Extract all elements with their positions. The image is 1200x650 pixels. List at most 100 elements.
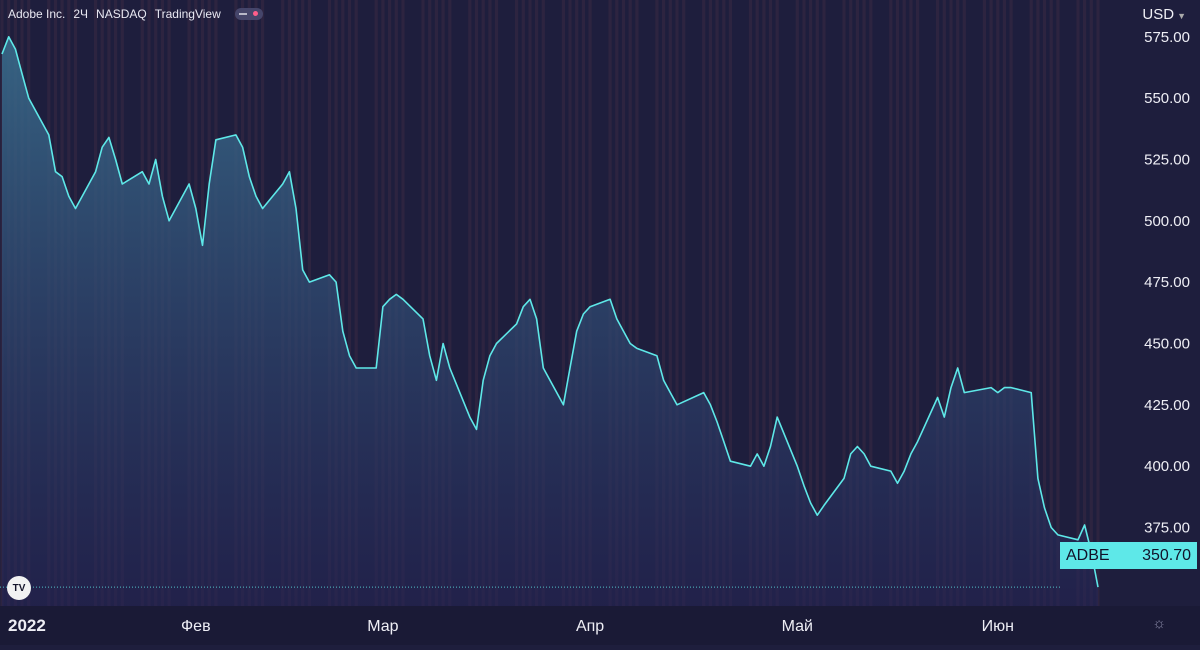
session-stripe bbox=[768, 0, 773, 606]
x-tick-label: Апр bbox=[576, 618, 604, 635]
y-tick-label: 450.00 bbox=[1144, 336, 1190, 353]
x-tick-label: Фев bbox=[181, 618, 211, 635]
y-tick-label: 400.00 bbox=[1144, 458, 1190, 475]
price-tag-value: 350.70 bbox=[1142, 546, 1191, 564]
session-stripe bbox=[722, 0, 726, 606]
session-stripe bbox=[949, 0, 953, 606]
session-stripe bbox=[822, 0, 826, 606]
session-stripe bbox=[575, 0, 579, 606]
session-stripe bbox=[775, 0, 779, 606]
session-stripe bbox=[682, 0, 686, 606]
session-stripe bbox=[936, 0, 940, 606]
x-tick-label: Мар bbox=[367, 618, 398, 635]
session-stripe bbox=[842, 0, 846, 606]
currency-selector[interactable]: USD ▼ bbox=[1142, 6, 1186, 23]
visibility-toggle-icon[interactable] bbox=[234, 8, 263, 20]
currency-label: USD bbox=[1142, 6, 1175, 23]
source-label: TradingView bbox=[154, 7, 221, 21]
x-tick-label: Май bbox=[782, 618, 813, 635]
session-stripe bbox=[1096, 0, 1100, 606]
session-stripe bbox=[341, 0, 345, 606]
y-tick-label: 475.00 bbox=[1144, 274, 1190, 291]
session-stripe bbox=[434, 0, 438, 606]
session-stripe bbox=[1036, 0, 1040, 606]
session-stripe bbox=[1029, 0, 1033, 606]
session-stripe bbox=[635, 0, 639, 606]
session-stripe bbox=[996, 0, 1000, 606]
session-stripe bbox=[468, 0, 472, 606]
price-area bbox=[2, 36, 1098, 607]
last-price-tag: ADBE 350.70 bbox=[1060, 542, 1197, 569]
session-stripe bbox=[889, 0, 893, 606]
session-stripe bbox=[956, 0, 960, 606]
session-stripe bbox=[909, 0, 913, 606]
session-stripe bbox=[1042, 0, 1047, 606]
session-stripe bbox=[1083, 0, 1087, 606]
price-tag-ticker: ADBE bbox=[1066, 546, 1110, 564]
chevron-down-icon: ▼ bbox=[1177, 11, 1186, 21]
gear-icon[interactable]: ☼ bbox=[1152, 615, 1166, 632]
session-stripe bbox=[628, 0, 632, 606]
session-stripe bbox=[494, 0, 499, 606]
session-stripe bbox=[869, 0, 873, 606]
session-stripe bbox=[535, 0, 539, 606]
session-stripe bbox=[441, 0, 445, 606]
session-stripe bbox=[862, 0, 866, 606]
symbol-name[interactable]: Adobe Inc. bbox=[8, 7, 66, 21]
session-stripe bbox=[588, 0, 592, 606]
session-stripe bbox=[621, 0, 626, 606]
session-stripe bbox=[849, 0, 853, 606]
session-stripe bbox=[708, 0, 712, 606]
session-stripe bbox=[795, 0, 799, 606]
session-stripe bbox=[962, 0, 966, 606]
y-tick-label: 425.00 bbox=[1144, 397, 1190, 414]
chart-header: Adobe Inc. 2Ч NASDAQ TradingView bbox=[8, 6, 263, 22]
session-stripe bbox=[354, 0, 358, 606]
session-stripe bbox=[728, 0, 732, 606]
exchange-label: NASDAQ bbox=[96, 7, 147, 21]
session-stripe bbox=[568, 0, 572, 606]
session-stripe bbox=[448, 0, 452, 606]
price-line bbox=[1, 36, 1099, 588]
y-tick-label: 550.00 bbox=[1144, 90, 1190, 107]
session-stripe bbox=[1076, 0, 1080, 606]
session-stripe bbox=[1049, 0, 1053, 606]
session-stripe bbox=[809, 0, 813, 606]
session-stripe bbox=[1056, 0, 1060, 606]
session-stripe bbox=[615, 0, 619, 606]
session-stripe bbox=[916, 0, 920, 606]
session-stripe bbox=[748, 0, 753, 606]
session-stripe bbox=[347, 0, 352, 606]
session-stripe bbox=[662, 0, 666, 606]
session-stripe bbox=[428, 0, 432, 606]
session-stripe bbox=[895, 0, 900, 606]
session-stripe bbox=[521, 0, 525, 606]
y-tick-label: 375.00 bbox=[1144, 520, 1190, 537]
session-stripe bbox=[815, 0, 819, 606]
session-stripe bbox=[668, 0, 672, 606]
session-stripe bbox=[1089, 0, 1093, 606]
session-stripe bbox=[561, 0, 565, 606]
session-stripe bbox=[481, 0, 485, 606]
interval-label[interactable]: 2Ч bbox=[73, 7, 89, 21]
session-stripe bbox=[855, 0, 859, 606]
session-stripe bbox=[989, 0, 993, 606]
session-stripe bbox=[655, 0, 659, 606]
session-stripe bbox=[942, 0, 946, 606]
session-stripe bbox=[374, 0, 378, 606]
session-stripe bbox=[982, 0, 986, 606]
session-stripe bbox=[902, 0, 906, 606]
session-stripe bbox=[488, 0, 492, 606]
session-stripe bbox=[1002, 0, 1006, 606]
session-stripe bbox=[755, 0, 759, 606]
time-axis-panel bbox=[0, 606, 1200, 645]
session-stripe bbox=[802, 0, 806, 606]
session-stripe bbox=[762, 0, 766, 606]
session-stripe bbox=[421, 0, 425, 606]
session-stripe bbox=[515, 0, 519, 606]
session-stripe bbox=[702, 0, 706, 606]
session-stripe bbox=[1009, 0, 1013, 606]
tradingview-logo-icon[interactable]: TV bbox=[7, 576, 31, 600]
